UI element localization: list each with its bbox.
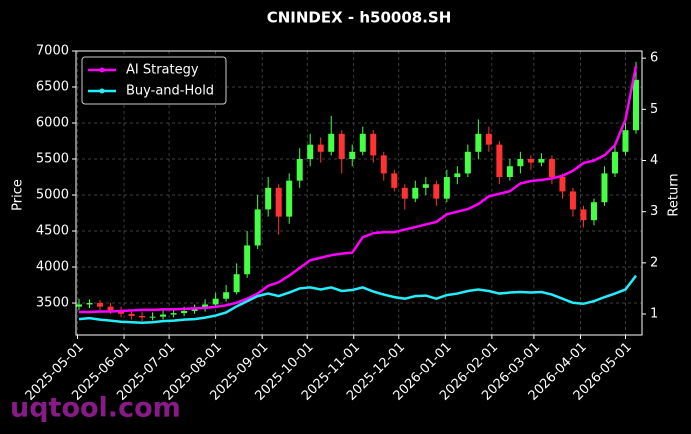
candle-body <box>76 304 83 307</box>
legend-marker <box>99 88 105 94</box>
candle-body <box>328 133 335 152</box>
candle-body <box>391 173 398 188</box>
candle-body <box>359 133 366 152</box>
chart-title: CNINDEX - h50008.SH <box>267 9 452 27</box>
return-line <box>79 65 638 314</box>
candle-body <box>548 159 555 178</box>
candle-body <box>160 314 167 317</box>
candle-body <box>380 155 387 174</box>
candle-body <box>632 79 639 131</box>
candle-body <box>223 292 230 299</box>
y2-tick-label: 6 <box>650 51 658 66</box>
candle-body <box>139 315 146 318</box>
candle-body <box>412 187 419 199</box>
candle-body <box>527 159 534 163</box>
candle-body <box>286 180 293 217</box>
candle-body <box>265 187 272 210</box>
y-tick-label: 4500 <box>36 224 69 239</box>
y-tick-label: 6000 <box>36 116 69 131</box>
candle-body <box>569 191 576 210</box>
candle-body <box>296 159 303 181</box>
legend-box <box>81 56 227 105</box>
candle-body <box>464 151 471 174</box>
candle-body <box>170 313 177 315</box>
candle-body <box>149 316 156 318</box>
y2-tick-label: 4 <box>650 153 658 168</box>
candle-body <box>580 209 587 221</box>
candle-body <box>212 298 219 305</box>
y-tick-label: 5500 <box>36 152 69 167</box>
y2-axis-label: Return <box>667 173 682 216</box>
candle-body <box>307 144 314 160</box>
candle-body <box>401 187 408 199</box>
candle-body <box>601 173 608 203</box>
y2-tick-label: 3 <box>650 204 658 219</box>
return-line <box>78 274 637 324</box>
candle-body <box>506 166 513 178</box>
candle-body <box>622 130 629 152</box>
candle-body <box>349 151 356 160</box>
candle-body <box>97 303 104 307</box>
candle-body <box>433 184 440 199</box>
candle-body <box>191 308 198 311</box>
y2-tick-label: 1 <box>650 307 658 322</box>
y-tick-label: 7000 <box>36 44 69 59</box>
legend-label: Buy-and-Hold <box>126 84 214 99</box>
candle-body <box>275 187 282 217</box>
candle-body <box>370 133 377 156</box>
y-tick-label: 5000 <box>36 188 69 203</box>
candle-body <box>244 245 251 275</box>
watermark: uqtool.com <box>10 393 181 424</box>
candle-body <box>317 144 324 152</box>
candle-body <box>559 177 566 192</box>
candle-body <box>454 173 461 178</box>
plot-frame <box>75 50 643 336</box>
candle-body <box>611 151 618 174</box>
candle-body <box>86 303 93 305</box>
legend-label: AI Strategy <box>126 63 199 78</box>
candle-body <box>181 310 188 314</box>
legend-marker <box>99 67 105 73</box>
candle-body <box>496 144 503 178</box>
y-tick-label: 3500 <box>36 296 69 311</box>
candle-body <box>422 184 429 188</box>
candle-body <box>254 209 261 246</box>
candle-body <box>517 159 524 167</box>
candle-body <box>485 133 492 145</box>
y2-tick-label: 5 <box>650 102 658 117</box>
candle-body <box>338 133 345 160</box>
candle-body <box>590 202 597 221</box>
y2-tick-label: 2 <box>650 255 658 270</box>
candle-body <box>538 159 545 163</box>
candle-body <box>107 306 114 311</box>
candle-body <box>443 177 450 199</box>
y-axis-label: Price <box>11 179 26 211</box>
candle-body <box>128 313 135 316</box>
y-tick-label: 6500 <box>36 80 69 95</box>
y-tick-label: 4000 <box>36 260 69 275</box>
candle-body <box>233 274 240 293</box>
candle-body <box>475 133 482 152</box>
